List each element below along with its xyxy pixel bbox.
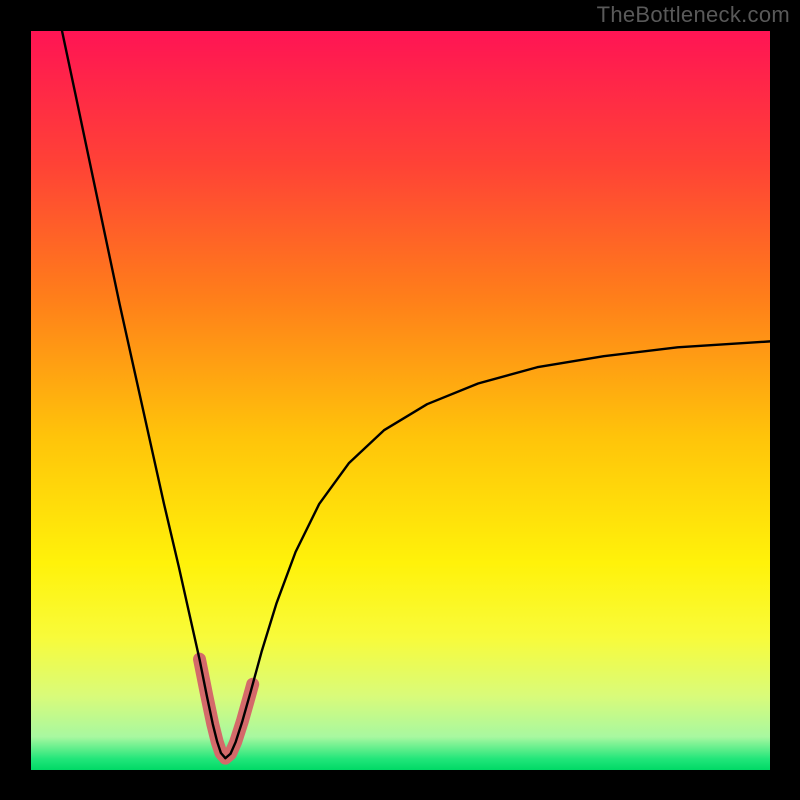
watermark-text: TheBottleneck.com bbox=[597, 2, 790, 28]
bottleneck-chart bbox=[0, 0, 800, 800]
